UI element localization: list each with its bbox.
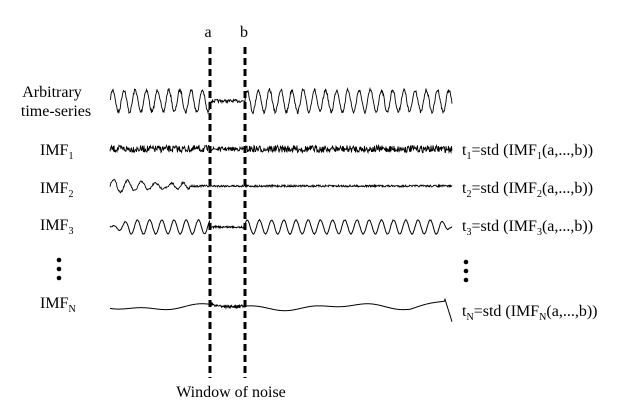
time-series-label-line1: Arbitrary bbox=[22, 84, 82, 101]
formula-t2: t2=std (IMF2(a,...,b)) bbox=[462, 180, 593, 200]
time-series-label-line2: time-series bbox=[21, 103, 91, 120]
imf-1-waveform bbox=[109, 143, 453, 155]
imf-2-label: IMF2 bbox=[40, 180, 73, 200]
imf-2-waveform bbox=[109, 178, 453, 194]
imf-n-waveform bbox=[109, 297, 453, 322]
marker-a-label: a bbox=[204, 24, 211, 41]
formula-t1: t1=std (IMF1(a,...,b)) bbox=[462, 142, 593, 162]
imf-n-label: IMFN bbox=[40, 295, 76, 315]
marker-b-label: b bbox=[240, 24, 248, 41]
formula-t3: t3=std (IMF3(a,...,b)) bbox=[462, 218, 593, 238]
imf-3-label: IMF3 bbox=[40, 217, 73, 237]
formula-tn: tN=std (IMFN(a,...,b)) bbox=[462, 303, 598, 323]
imf-ellipsis-dots-left bbox=[56, 257, 62, 281]
window-of-noise-caption: Window of noise bbox=[176, 384, 286, 401]
arbitrary-time-series-waveform bbox=[109, 87, 453, 115]
imf-3-waveform bbox=[109, 218, 453, 236]
imf-1-label: IMF1 bbox=[40, 142, 73, 162]
formula-ellipsis-dots-right bbox=[463, 259, 469, 283]
